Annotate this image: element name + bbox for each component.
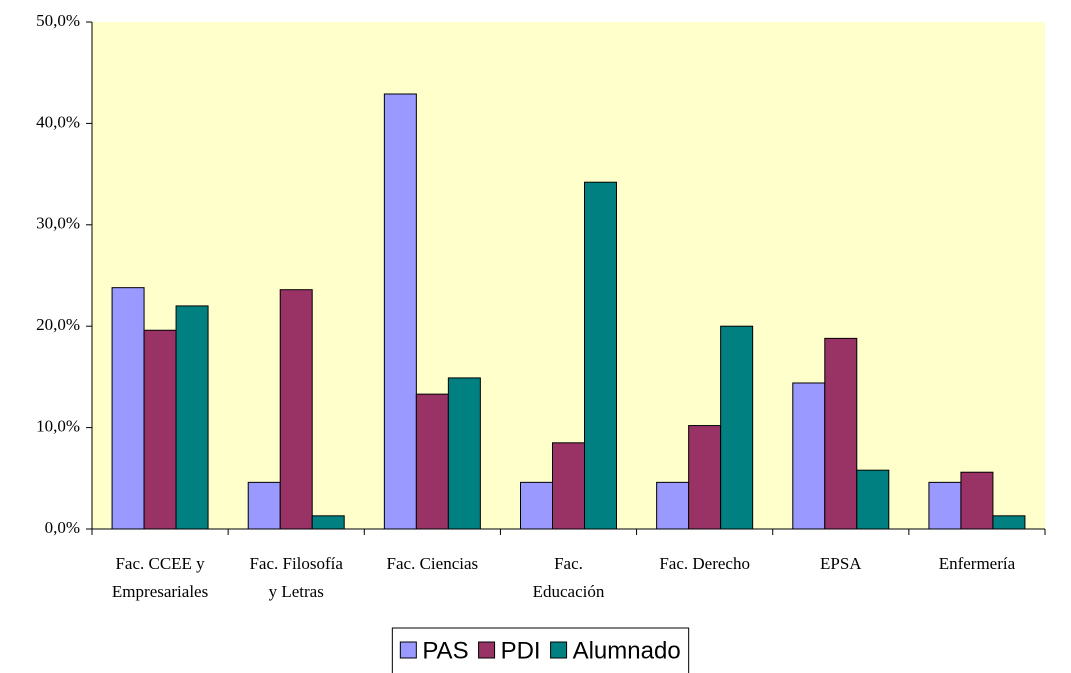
bar xyxy=(311,515,345,530)
legend-box xyxy=(391,627,690,673)
x-tick-label: Fac. Derecho xyxy=(659,554,750,573)
bar xyxy=(111,287,145,530)
bar xyxy=(143,329,177,530)
y-tick-label: 40,0% xyxy=(36,112,80,131)
y-tick-label: 20,0% xyxy=(36,315,80,334)
legend-swatch xyxy=(399,641,417,659)
y-tick-label: 30,0% xyxy=(36,214,80,233)
bar xyxy=(383,93,417,530)
bar xyxy=(856,469,890,530)
bar xyxy=(247,481,281,530)
x-tick-label: Educación xyxy=(533,582,605,601)
bar xyxy=(447,377,481,530)
y-tick-label: 10,0% xyxy=(36,417,80,436)
legend-label: Alumnado xyxy=(573,637,681,664)
x-tick-label: Fac. CCEE y xyxy=(115,554,205,573)
bar xyxy=(824,337,858,530)
x-tick-label: y Letras xyxy=(269,582,324,601)
bar xyxy=(279,289,313,530)
bar xyxy=(792,382,826,530)
bar xyxy=(584,181,617,530)
bar xyxy=(552,442,585,530)
x-tick-label: Fac. xyxy=(554,554,583,573)
bar xyxy=(415,393,449,530)
x-tick-label: Empresariales xyxy=(112,582,208,601)
bar xyxy=(928,481,962,530)
y-tick-label: 50,0% xyxy=(36,11,80,30)
legend-swatch xyxy=(550,641,568,659)
legend-label: PAS xyxy=(422,637,468,664)
y-tick-label: 0,0% xyxy=(45,518,80,537)
bar xyxy=(992,515,1026,530)
x-tick-label: Fac. Ciencias xyxy=(387,554,479,573)
bar xyxy=(520,481,553,530)
legend: PAS PDI Alumnado xyxy=(399,637,681,664)
bar xyxy=(688,425,722,530)
x-tick-label: Fac. Filosofía xyxy=(249,554,343,573)
legend-label: PDI xyxy=(501,637,541,664)
x-tick-label: EPSA xyxy=(820,554,862,573)
bar xyxy=(656,481,690,530)
bar xyxy=(720,325,754,530)
bar xyxy=(960,471,994,530)
bar xyxy=(175,305,209,530)
x-tick-label: Enfermería xyxy=(939,554,1016,573)
legend-swatch xyxy=(478,641,496,659)
